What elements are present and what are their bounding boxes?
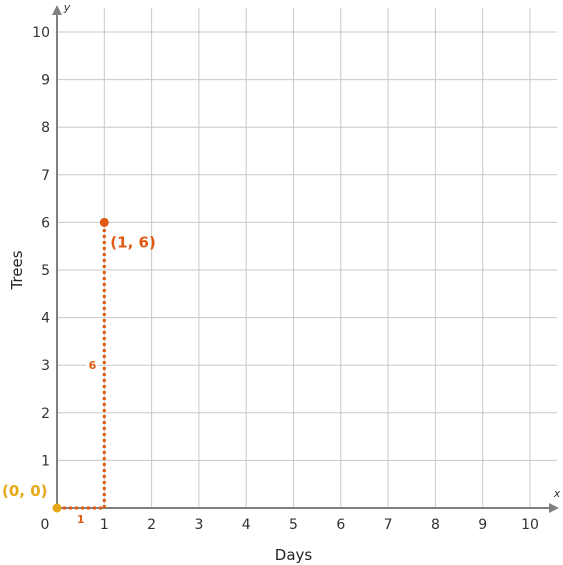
y-tick-label: 7	[41, 168, 50, 184]
x-axis-title: Days	[275, 546, 313, 564]
x-tick-label: 3	[194, 517, 203, 533]
x-tick-label: 2	[147, 517, 156, 533]
y-tick-label: 8	[41, 120, 50, 136]
points: (0, 0) (1, 6)	[2, 217, 156, 513]
grid	[57, 8, 557, 508]
x-tick-label: 0	[41, 517, 50, 533]
x-tick-label: 5	[289, 517, 298, 533]
tick-labels: 0 1 2 3 4 5 6 7 8 9 10 1 2 3 4 5 6 7 8 9 10	[32, 25, 539, 533]
x-axis-letter: x	[553, 487, 561, 500]
y-axis-letter: y	[63, 1, 71, 14]
x-tick-label: 4	[242, 517, 251, 533]
segments: 16	[57, 222, 106, 526]
y-tick-label: 5	[41, 263, 50, 279]
point-label: (0, 0)	[2, 482, 48, 500]
y-axis-title: Trees	[8, 250, 26, 290]
y-tick-label: 10	[32, 25, 50, 41]
axes	[52, 5, 559, 513]
y-tick-label: 4	[41, 311, 50, 327]
x-tick-label: 9	[478, 517, 487, 533]
x-tick-label: 1	[100, 517, 109, 533]
segment-length-label: 6	[89, 359, 97, 372]
segment-length-label: 1	[77, 513, 85, 526]
x-tick-label: 7	[384, 517, 393, 533]
x-tick-label: 6	[336, 517, 345, 533]
point-label: (1, 6)	[110, 233, 156, 251]
y-tick-label: 2	[41, 406, 50, 422]
x-tick-label: 8	[431, 517, 440, 533]
data-point	[52, 503, 62, 513]
y-tick-label: 6	[41, 215, 50, 231]
data-point	[99, 217, 109, 227]
y-tick-label: 3	[41, 358, 50, 374]
x-tick-label: 10	[521, 517, 539, 533]
y-tick-label: 9	[41, 73, 50, 89]
y-tick-label: 1	[41, 453, 50, 469]
